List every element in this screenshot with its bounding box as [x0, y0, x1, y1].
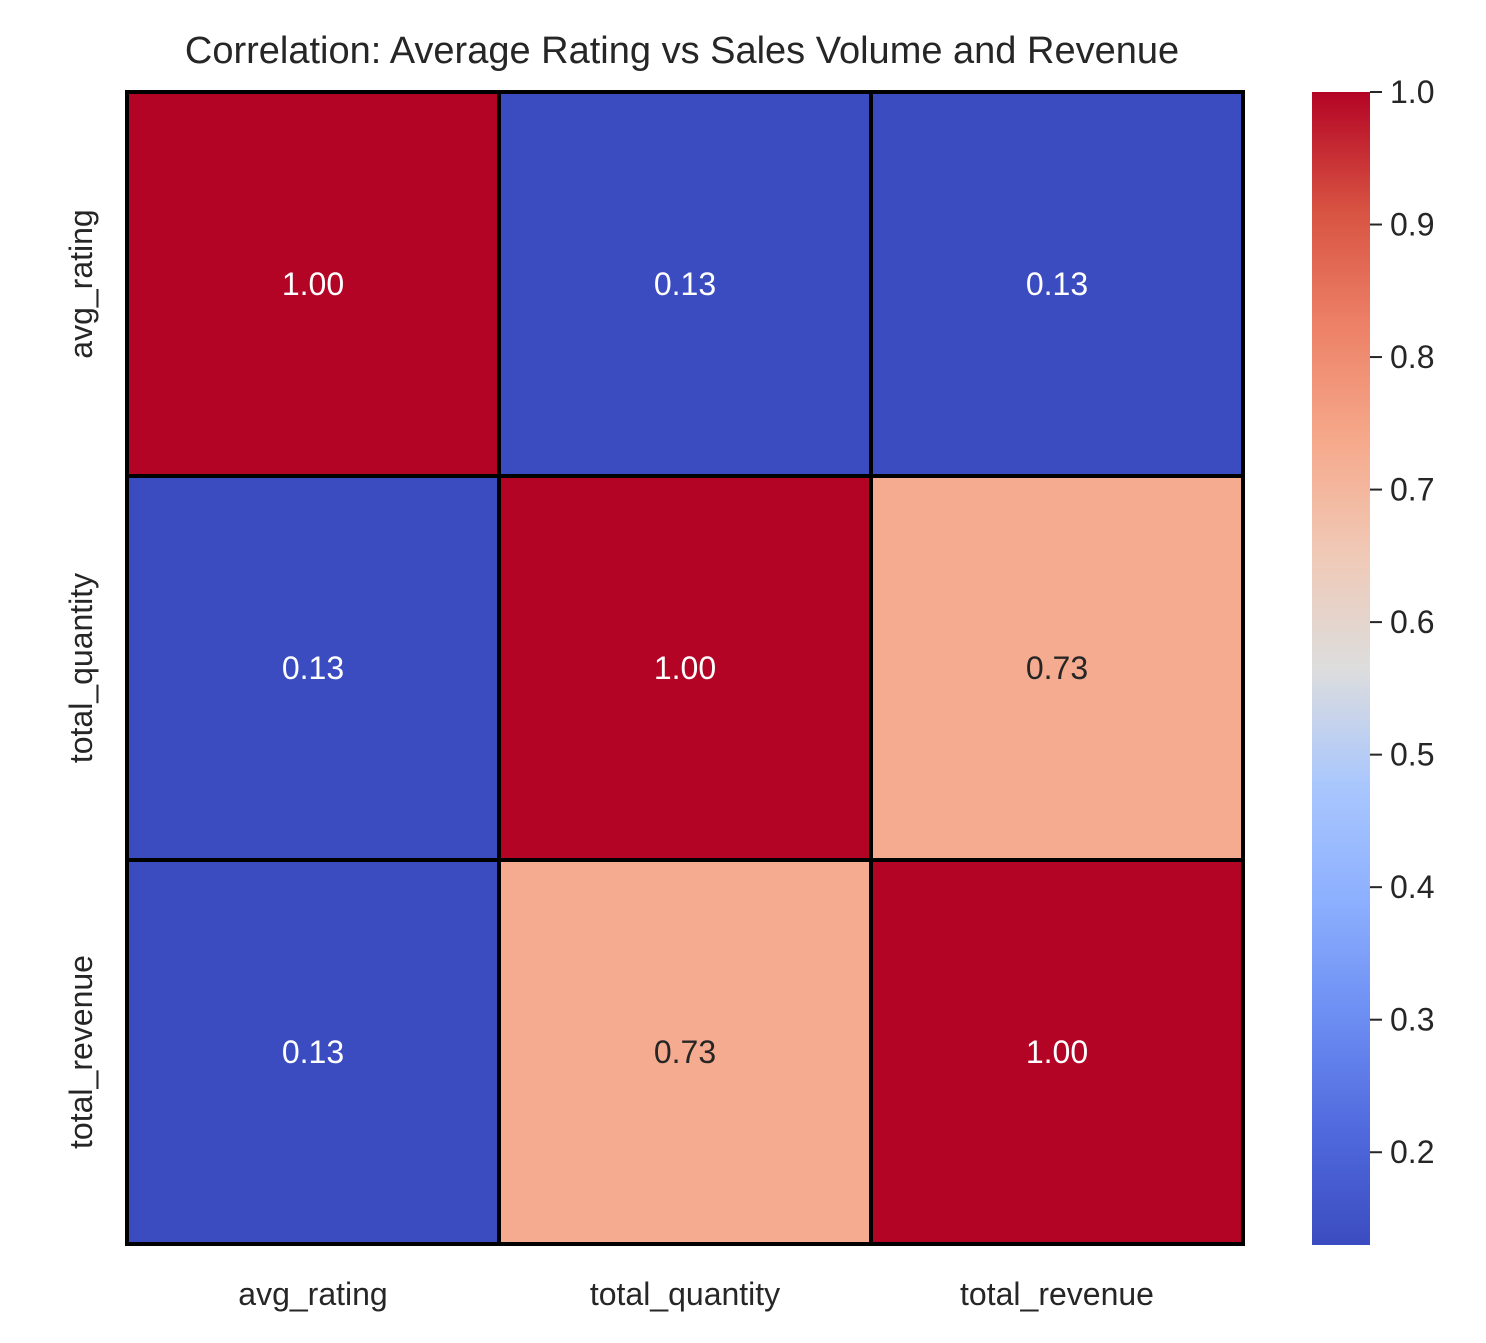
- colorbar: 0.2 0.3 0.4 0.5 0.6 0.7 0.8 0.9 1.0: [1312, 74, 1434, 1245]
- colorbar-tick-label: 0.2: [1390, 1134, 1434, 1170]
- x-tick-label: total_revenue: [960, 1276, 1154, 1312]
- heatmap-cell: [497, 858, 873, 1246]
- colorbar-tick-label: 0.9: [1390, 207, 1434, 243]
- y-tick-label: total_revenue: [63, 955, 99, 1149]
- heatmap-cell-labels: 1.00 0.13 0.13 0.13 1.00 0.73 0.13 0.73 1.00: [282, 266, 1088, 1070]
- x-axis-tick-labels: avg_rating total_quantity total_revenue: [238, 1276, 1154, 1312]
- colorbar-tick-label: 0.8: [1390, 339, 1434, 375]
- heatmap-cell: [869, 474, 1245, 862]
- heatmap-cell: [869, 858, 1245, 1246]
- colorbar-gradient: [1312, 92, 1370, 1245]
- cell-value-label: 1.00: [282, 266, 344, 302]
- cell-value-label: 0.73: [654, 1034, 716, 1070]
- cell-value-label: 0.13: [282, 1034, 344, 1070]
- cell-value-label: 0.13: [282, 650, 344, 686]
- colorbar-tick-label: 0.3: [1390, 1002, 1434, 1038]
- heatmap-cell: [497, 90, 873, 478]
- colorbar-tick-label: 0.7: [1390, 472, 1434, 508]
- chart-title: Correlation: Average Rating vs Sales Vol…: [185, 30, 1179, 72]
- colorbar-tick-label: 0.6: [1390, 604, 1434, 640]
- heatmap-cells: [125, 90, 1245, 1246]
- colorbar-tick-label: 1.0: [1390, 74, 1434, 110]
- heatmap-cell: [125, 858, 501, 1246]
- heatmap-cell: [125, 90, 501, 478]
- cell-value-label: 0.73: [1026, 650, 1088, 686]
- heatmap-cell: [497, 474, 873, 862]
- cell-value-label: 0.13: [1026, 266, 1088, 302]
- y-tick-label: total_quantity: [63, 573, 99, 763]
- colorbar-tick-label: 0.5: [1390, 737, 1434, 773]
- cell-value-label: 1.00: [654, 650, 716, 686]
- colorbar-tick-label: 0.4: [1390, 869, 1434, 905]
- cell-value-label: 1.00: [1026, 1034, 1088, 1070]
- y-axis-tick-labels: avg_rating total_quantity total_revenue: [63, 209, 99, 1149]
- x-tick-label: total_quantity: [590, 1276, 780, 1312]
- heatmap-cell: [869, 90, 1245, 478]
- x-tick-label: avg_rating: [238, 1276, 387, 1312]
- y-tick-label: avg_rating: [63, 209, 99, 358]
- cell-value-label: 0.13: [654, 266, 716, 302]
- heatmap-cell: [125, 474, 501, 862]
